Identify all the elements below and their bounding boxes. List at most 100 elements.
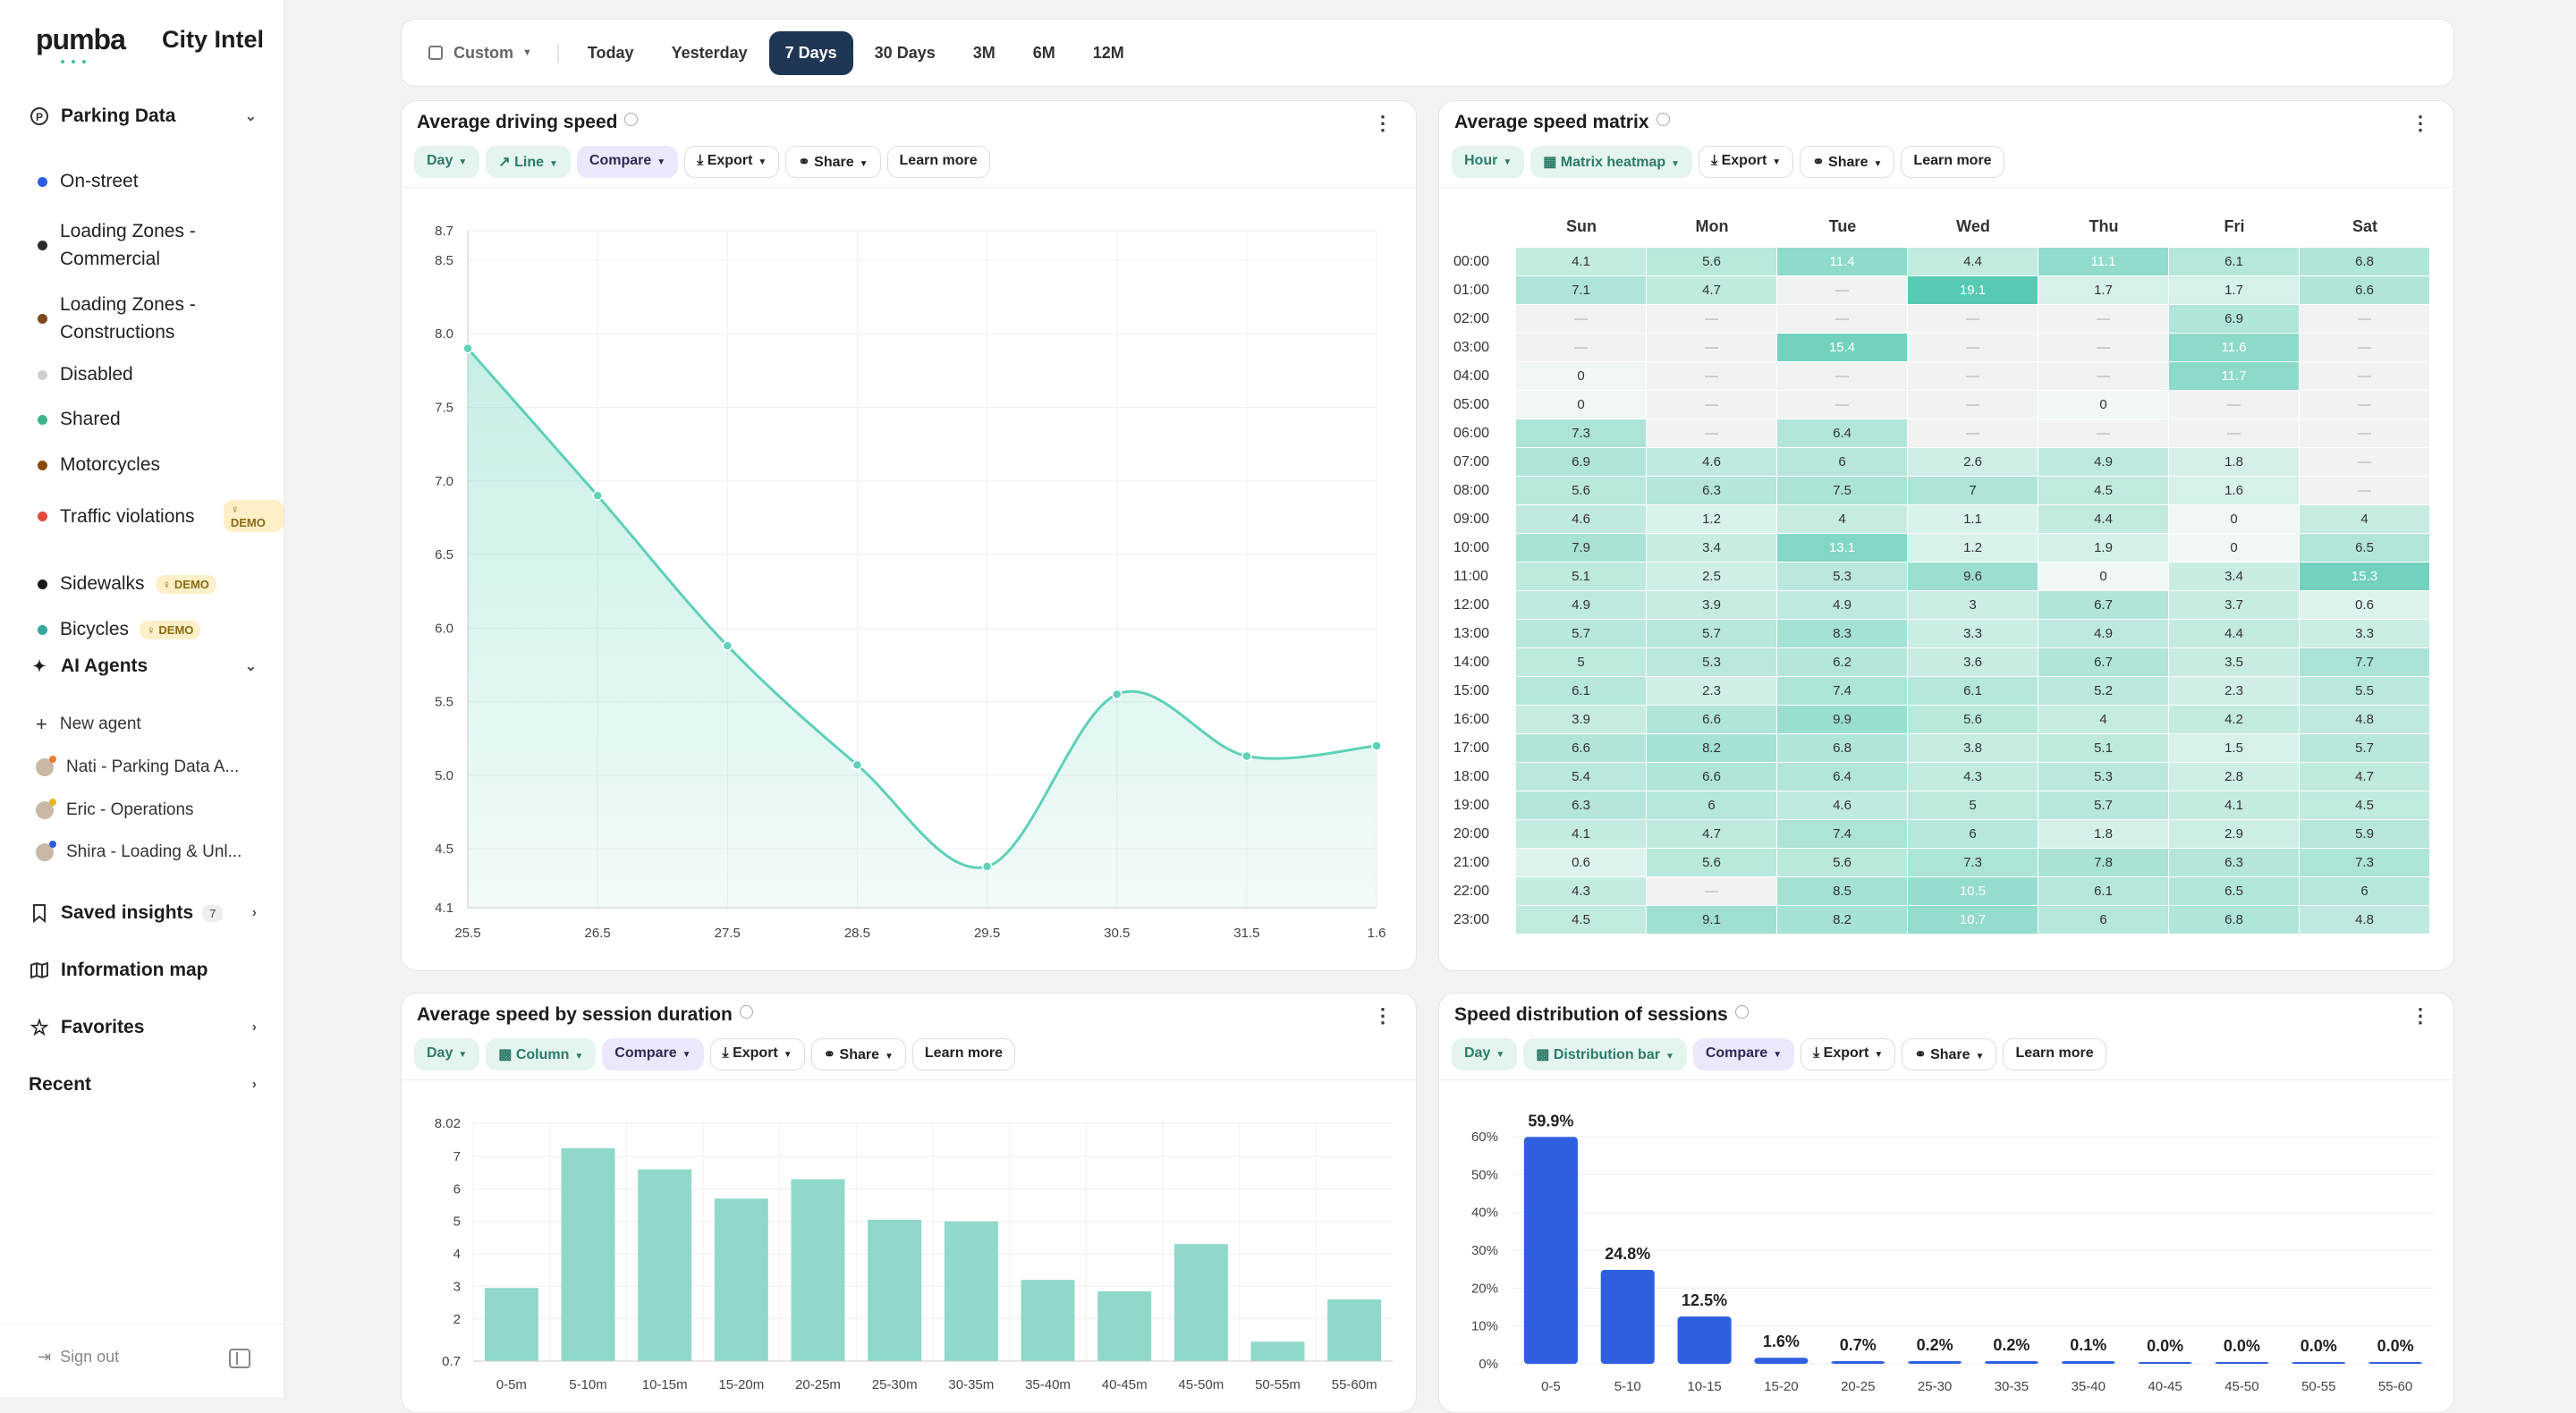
heatmap-cell[interactable]: — [1516,305,1647,334]
heatmap-cell[interactable]: 6.8 [2169,906,2300,935]
heatmap-cell[interactable]: — [1777,276,1908,305]
range-tab[interactable]: 6M [1032,43,1055,62]
heatmap-cell[interactable]: 4.2 [2169,706,2300,734]
learn-more-button[interactable]: Learn more [886,146,990,178]
heatmap-cell[interactable]: — [2300,334,2430,362]
heatmap-cell[interactable]: 6.7 [2038,648,2169,677]
agent-item[interactable]: Shira - Loading & Unl... [36,841,242,862]
sidebar-item[interactable]: On-street [38,171,139,192]
bar[interactable] [561,1147,615,1361]
granularity-dropdown[interactable]: Day ▼ [1452,1038,1518,1070]
heatmap-cell[interactable]: — [2038,305,2169,334]
sidebar-item[interactable]: Motorcycles [38,454,160,476]
heatmap-cell[interactable]: 6 [1908,820,2038,849]
section-parking-data[interactable]: P Parking Data ⌄ [29,106,257,127]
learn-more-button[interactable]: Learn more [911,1038,1016,1070]
learn-more-button[interactable]: Learn more [1901,146,2004,178]
heatmap-cell[interactable]: 3.9 [1647,591,1777,620]
bar[interactable] [868,1219,922,1361]
custom-range-button[interactable]: Custom ▼ [428,43,559,63]
bar[interactable] [1984,1361,2038,1364]
heatmap-cell[interactable]: 5.5 [2300,677,2430,706]
heatmap-cell[interactable]: 5.1 [1516,563,1647,591]
heatmap-cell[interactable]: 5.6 [1647,849,1777,877]
info-icon[interactable] [1734,1004,1749,1019]
heatmap-cell[interactable]: — [2300,448,2430,477]
bar[interactable] [1600,1270,1655,1364]
collapse-sidebar-icon[interactable] [229,1349,250,1368]
info-icon[interactable] [1656,112,1670,126]
heatmap-cell[interactable]: 0 [1516,391,1647,419]
heatmap-cell[interactable]: 8.2 [1647,734,1777,763]
data-point[interactable] [852,759,863,771]
heatmap-cell[interactable]: 7.7 [2300,648,2430,677]
heatmap-cell[interactable]: 7.3 [1908,849,2038,877]
heatmap-cell[interactable]: 1.9 [2038,534,2169,563]
heatmap-cell[interactable]: 4.8 [2300,706,2430,734]
heatmap-cell[interactable]: 5 [1908,791,2038,820]
heatmap-cell[interactable]: 4.6 [1516,505,1647,534]
heatmap-cell[interactable]: 1.8 [2038,820,2169,849]
heatmap-cell[interactable]: 4.5 [2038,477,2169,505]
heatmap-cell[interactable]: 19.1 [1908,276,2038,305]
heatmap-cell[interactable]: 8.5 [1777,877,1908,906]
chart-type-dropdown[interactable]: ▩ Distribution bar ▼ [1523,1038,1687,1070]
heatmap-cell[interactable]: 3.5 [2169,648,2300,677]
heatmap-cell[interactable]: 4 [1777,505,1908,534]
sidebar-item[interactable]: Shared [38,409,121,430]
heatmap-cell[interactable]: — [2300,362,2430,391]
heatmap-cell[interactable]: 2.5 [1647,563,1777,591]
heatmap-cell[interactable]: 1.2 [1908,534,2038,563]
heatmap-cell[interactable]: 4.9 [1777,591,1908,620]
heatmap-cell[interactable]: 5.3 [1777,563,1908,591]
heatmap-cell[interactable]: 15.3 [2300,563,2430,591]
heatmap-cell[interactable]: — [1516,334,1647,362]
bar[interactable] [944,1221,998,1361]
heatmap-cell[interactable]: 6 [1647,791,1777,820]
heatmap-cell[interactable]: 7.5 [1777,477,1908,505]
heatmap-cell[interactable]: 6.6 [1647,763,1777,791]
bar[interactable] [2368,1362,2423,1364]
chart-type-dropdown[interactable]: ↗ Line ▼ [486,146,571,178]
sidebar-item[interactable]: Loading Zones - Constructions [38,291,216,346]
bar[interactable] [1097,1290,1152,1361]
heatmap-cell[interactable]: 11.4 [1777,248,1908,276]
export-dropdown[interactable]: ⤓ Export ▼ [1699,146,1794,178]
heatmap-cell[interactable]: — [2038,419,2169,448]
sidebar-item[interactable]: Bicycles ♀ DEMO [38,619,201,640]
heatmap-cell[interactable]: — [1647,419,1777,448]
heatmap-cell[interactable]: 3 [1908,591,2038,620]
heatmap-cell[interactable]: — [2300,419,2430,448]
heatmap-cell[interactable]: 5.6 [1777,849,1908,877]
heatmap-cell[interactable]: 9.1 [1647,906,1777,935]
heatmap-cell[interactable]: 0.6 [2300,591,2430,620]
heatmap-cell[interactable]: 3.6 [1908,648,2038,677]
heatmap-cell[interactable]: — [2038,362,2169,391]
heatmap-cell[interactable]: 0 [1516,362,1647,391]
heatmap-cell[interactable]: 0 [2038,563,2169,591]
granularity-dropdown[interactable]: Hour ▼ [1452,146,1525,178]
heatmap-cell[interactable]: 6.4 [1777,763,1908,791]
heatmap-cell[interactable]: 6.3 [1647,477,1777,505]
heatmap-cell[interactable]: 4.8 [2300,906,2430,935]
chevron-right-icon[interactable]: › [251,905,257,920]
heatmap-cell[interactable]: 5.4 [1516,763,1647,791]
compare-dropdown[interactable]: Compare ▼ [576,146,679,178]
range-tab[interactable]: Today [587,43,634,62]
heatmap-cell[interactable]: 3.3 [1908,620,2038,648]
pumba-logo[interactable]: pumba [36,23,126,55]
heatmap-cell[interactable]: 2.3 [2169,677,2300,706]
heatmap-cell[interactable]: 4.5 [1516,906,1647,935]
heatmap-cell[interactable]: 4.7 [2300,763,2430,791]
agent-item[interactable]: Eric - Operations [36,799,194,820]
heatmap-cell[interactable]: 5.6 [1908,706,2038,734]
heatmap-cell[interactable]: 2.6 [1908,448,2038,477]
bar[interactable] [1677,1316,1732,1364]
range-tab[interactable]: Yesterday [671,43,748,62]
heatmap-cell[interactable]: 0 [2038,391,2169,419]
heatmap-cell[interactable]: — [2300,391,2430,419]
share-dropdown[interactable]: ⚭ Share ▼ [1800,146,1895,178]
more-menu-icon[interactable]: ⋮ [1373,112,1393,134]
heatmap-cell[interactable]: 8.2 [1777,906,1908,935]
heatmap-cell[interactable]: 6.1 [1516,677,1647,706]
